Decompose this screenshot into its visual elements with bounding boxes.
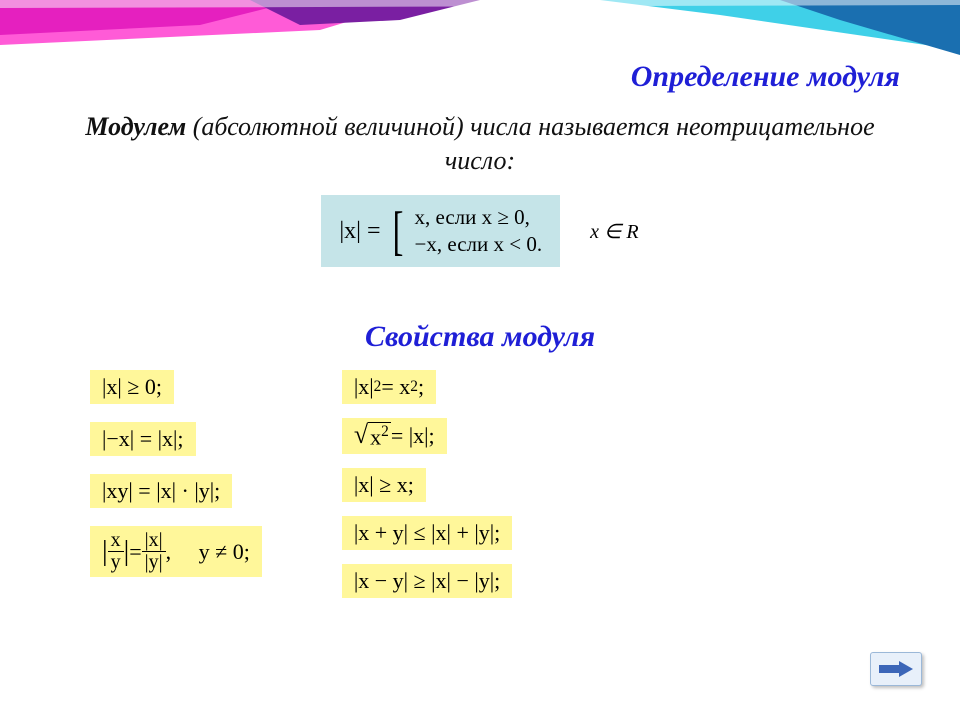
properties-col-right: |x|2 = x2; √ x2 = |x|; |x| ≥ x; |x + y| … [342,370,512,598]
prop-l4: | x y | = |x| |y| , y ≠ 0; [90,526,262,577]
sqrt-icon: √ x2 [354,422,391,450]
cases-bracket-icon: [ [392,207,403,256]
prop-r4: |x + y| ≤ |x| + |y|; [342,516,512,550]
prop-r1: |x|2 = x2; [342,370,436,404]
defbox-lhs: |x| = [339,218,380,245]
prop-l4-mid: = [129,539,141,565]
domain-note: x ∈ R [590,219,639,244]
definition-formula-box: |x| = [ x, если x ≥ 0, −x, если x < 0. [321,195,560,267]
prop-l2: |−x| = |x|; [90,422,196,456]
prop-l3: |xy| = |x| · |y|; [90,474,232,508]
prop-l4-rnum: |x| [142,530,166,551]
prop-l1: |x| ≥ 0; [90,370,174,404]
definition-formula-row: |x| = [ x, если x ≥ 0, −x, если x < 0. x… [0,195,960,267]
arrow-right-icon [879,661,913,677]
prop-l4-lnum: x [108,530,124,551]
prop-r3: |x| ≥ x; [342,468,426,502]
prop-l4-tail: , y ≠ 0; [166,539,250,565]
prop-l4-rden: |y| [142,551,166,573]
prop-r2: √ x2 = |x|; [342,418,447,454]
definition-text: Модулем (абсолютной величиной) числа наз… [80,110,880,178]
properties-grid: |x| ≥ 0; |−x| = |x|; |xy| = |x| · |y|; |… [90,370,870,598]
page-title: Определение модуля [631,60,900,94]
defbox-case1: x, если x ≥ 0, [415,205,543,230]
definition-term: Модулем [85,112,186,141]
defbox-case2: −x, если x < 0. [415,232,543,257]
properties-col-left: |x| ≥ 0; |−x| = |x|; |xy| = |x| · |y|; |… [90,370,262,598]
prop-l4-lden: y [108,551,124,573]
next-button[interactable] [870,652,922,686]
decorative-top-banner [0,0,960,55]
definition-rest: (абсолютной величиной) числа называется … [186,112,874,175]
prop-r5: |x − y| ≥ |x| − |y|; [342,564,512,598]
properties-heading: Свойства модуля [0,320,960,354]
